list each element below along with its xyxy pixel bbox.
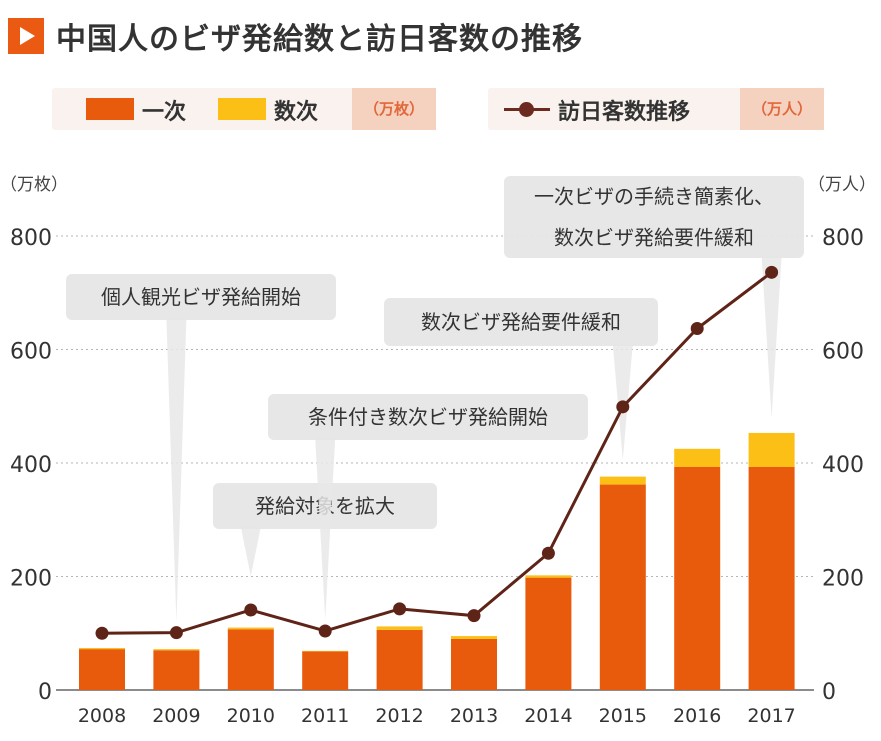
visitors-line — [101, 271, 773, 635]
visitors-point — [541, 546, 555, 560]
visitors-point — [95, 626, 109, 640]
bar-multiple — [153, 649, 200, 651]
bar-multiple — [525, 575, 572, 578]
visitors-point — [616, 400, 630, 414]
bar-single — [451, 638, 497, 690]
annotation-callout: 個人観光ビザ発給開始 — [66, 274, 336, 622]
callout-text: 個人観光ビザ発給開始 — [101, 285, 301, 309]
bar-multiple — [674, 448, 721, 467]
callout-box — [66, 274, 336, 320]
bar-single — [227, 629, 274, 690]
x-tick-label: 2010 — [227, 705, 275, 727]
y-tick-label-left: 800 — [10, 226, 52, 251]
y-tick-label-right: 800 — [822, 226, 864, 251]
x-tick-label: 2012 — [375, 705, 423, 727]
callout-pointer — [315, 438, 336, 620]
legend-label-line: 訪日客数推移 — [558, 100, 691, 125]
annotation-callout: 数次ビザ発給要件緩和 — [384, 298, 658, 460]
y-tick-label-right: 200 — [822, 567, 864, 592]
bar-multiple — [376, 626, 423, 630]
bar-multiple — [748, 432, 795, 467]
x-tick-label: 2014 — [524, 705, 572, 727]
bar-single — [599, 484, 646, 690]
legend-line-marker — [504, 102, 550, 117]
visitors-point — [393, 602, 407, 616]
y-tick-label-right: 600 — [822, 340, 864, 365]
x-tick-label: 2008 — [78, 705, 126, 727]
x-tick-label: 2016 — [673, 705, 721, 727]
bar-multiple — [451, 636, 497, 639]
bar-single — [674, 466, 721, 690]
bar-single — [376, 629, 423, 690]
annotation-callout: 条件付き数次ビザ発給開始 — [268, 394, 588, 620]
bar-single — [748, 466, 795, 690]
x-tick-label: 2017 — [747, 705, 795, 727]
callout-box — [504, 176, 804, 258]
visitors-point — [318, 624, 332, 638]
callout-text: 数次ビザ発給要件緩和 — [421, 310, 621, 334]
callout-box — [384, 298, 658, 346]
legend-swatch-multiple — [218, 98, 266, 120]
visitors-point — [169, 626, 183, 640]
bar-single — [525, 577, 572, 690]
bar-single — [302, 651, 349, 690]
callout-pointer — [166, 318, 187, 622]
y-tick-label-left: 400 — [10, 453, 52, 478]
play-icon — [8, 18, 44, 54]
x-tick-label: 2011 — [301, 705, 349, 727]
callout-pointer — [240, 527, 261, 576]
bar-multiple — [599, 476, 646, 485]
y-tick-label-right: 400 — [822, 453, 864, 478]
callout-text: 一次ビザの手続き簡素化、 — [534, 185, 774, 209]
bar-single — [153, 650, 200, 690]
y-tick-label-left: 600 — [10, 340, 52, 365]
right-axis-unit: （万人） — [808, 175, 876, 195]
visitors-point — [765, 265, 779, 279]
bar-single — [79, 649, 125, 690]
chart-title: 中国人のビザ発給数と訪日客数の推移 — [56, 22, 583, 57]
bar-multiple — [227, 627, 274, 630]
legend-swatch-single — [86, 98, 134, 120]
callout-text: 数次ビザ発給要件緩和 — [554, 226, 754, 250]
y-tick-label-left: 200 — [10, 567, 52, 592]
legend-label-single: 一次 — [142, 100, 187, 125]
legend-unit-left: （万枚） — [352, 88, 436, 130]
legend-label-multiple: 数次 — [274, 100, 319, 125]
callout-text: 条件付き数次ビザ発給開始 — [308, 405, 548, 429]
x-tick-label: 2013 — [450, 705, 498, 727]
callout-box — [268, 394, 588, 440]
left-axis-unit: （万枚） — [0, 175, 68, 195]
legend-visitors: 訪日客数推移 （万人） — [488, 88, 824, 130]
visitors-point — [690, 322, 704, 336]
y-tick-label-left: 0 — [38, 680, 52, 705]
annotation-callout: 一次ビザの手続き簡素化、数次ビザ発給要件緩和 — [504, 176, 804, 418]
chart-header: 中国人のビザ発給数と訪日客数の推移 — [0, 0, 881, 72]
y-tick-label-right: 0 — [822, 680, 836, 705]
bar-multiple — [79, 648, 125, 650]
callout-pointer — [761, 256, 782, 418]
legend-unit-right: （万人） — [740, 88, 824, 130]
x-tick-label: 2009 — [152, 705, 200, 727]
x-tick-label: 2015 — [599, 705, 647, 727]
visitors-point — [467, 609, 481, 623]
bar-multiple — [302, 650, 349, 652]
visitors-point — [244, 603, 258, 617]
legend-visa: 一次 数次 （万枚） — [52, 88, 436, 130]
